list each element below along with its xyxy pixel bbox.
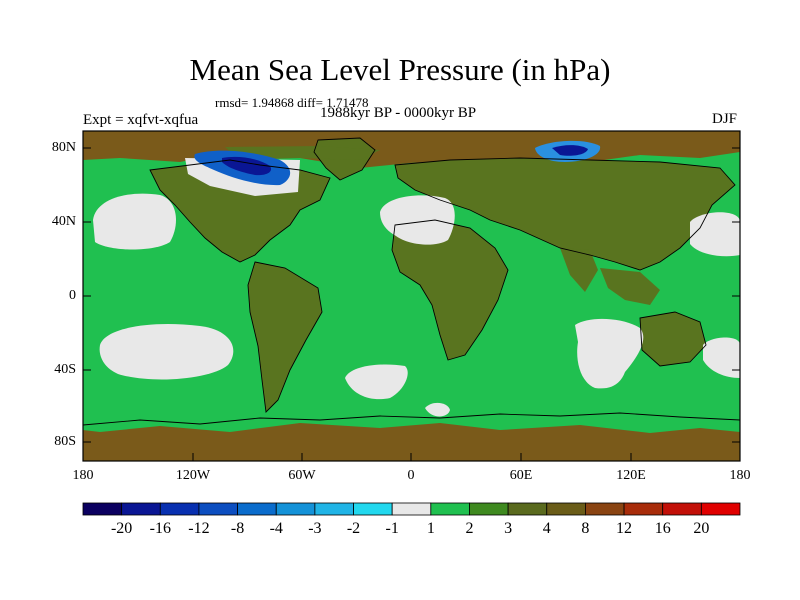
india [560,248,598,292]
colorbar-label: 20 [693,520,710,537]
colorbar-label: 4 [542,520,551,537]
colorbar-swatch [507,502,548,516]
colorbar-label: -3 [308,520,322,537]
coastline-eurasia [394,157,736,271]
colorbar-swatch [198,502,238,516]
southeast-asia [600,268,660,305]
lon-label-180w: 180 [72,468,94,483]
neutral-south-atlantic [345,364,408,400]
colorbar-swatch [237,502,277,516]
coastline-antarctica [83,412,740,426]
colorbar-label: -2 [346,520,361,537]
colorbar-swatch [121,502,161,516]
neutral-east-pacific [703,337,740,378]
colorbar-swatch [546,502,586,516]
colorbar-label: -4 [269,520,283,537]
colorbar [82,502,741,516]
neutral-pressure-regions [93,158,740,417]
antarctic-band [83,423,740,461]
south-america [248,262,322,412]
neutral-europe [380,195,455,245]
map-plot-area [83,131,740,461]
lon-label-120w: 120W [175,468,211,483]
colorbar-swatch [353,502,393,516]
lat-label-0: 0 [69,288,76,303]
lat-label-40s: 40S [54,362,76,377]
low-pressure-anomalies [194,140,601,186]
colorbar-label: 8 [581,520,590,537]
colorbar-label: -8 [230,520,245,537]
season-label: DJF [712,111,738,127]
colorbar-label: -1 [385,520,399,537]
neutral-north-pacific [93,193,176,250]
time-period-text: 1988kyr BP - 0000kyr BP [320,105,477,121]
colorbar-swatch [662,502,702,516]
colorbar-swatch [585,502,625,516]
coastline-greenland [313,137,376,181]
eurasia [395,158,735,270]
coastline-australia [639,311,707,367]
colorbar-swatch [430,502,470,516]
experiment-label: Expt = xqfvt-xqfua [83,112,199,128]
colorbar-label: 3 [504,520,513,537]
australia [640,312,706,366]
coastline-south-america [247,261,323,413]
map-title: Mean Sea Level Pressure (in hPa) [189,52,611,87]
neutral-south-indian [425,402,450,417]
colorbar-swatch [469,502,509,516]
colorbar-swatch [314,502,354,516]
low-canadian-arctic-core [222,156,272,176]
axis-ticks [82,147,741,461]
colorbar-label: -12 [188,520,210,537]
lon-label-180e: 180 [729,468,751,483]
lat-label-40n: 40N [51,214,76,229]
lon-label-60e: 60E [509,468,533,483]
lon-label-120e: 120E [616,468,646,483]
lon-label-60w: 60W [288,468,316,483]
colorbar-swatch [623,502,664,516]
coastlines [83,137,740,426]
colorbar-label: 1 [426,520,435,537]
colorbar-swatch [82,502,123,516]
africa [392,220,508,360]
colorbar-swatch [275,502,316,516]
coastline-africa [391,219,509,361]
neutral-west-pacific [690,212,740,257]
colorbar-label: -20 [110,520,133,537]
neutral-indian-ocean [575,318,644,389]
colorbar-label: 16 [654,520,671,537]
lat-label-80s: 80S [54,434,76,449]
low-siberian-arctic-core [552,145,588,156]
lat-label-80n: 80N [51,140,76,155]
coastline-north-america [149,159,331,263]
colorbar-label: -16 [149,520,171,537]
rmsd-diff-text: rmsd= 1.94868 diff= 1.71478 [215,95,369,110]
colorbar-swatch [391,502,432,516]
colorbar-label: 2 [465,520,474,537]
colorbar-swatch [159,502,200,516]
lon-label-0: 0 [407,468,415,483]
neutral-south-pacific [99,324,234,380]
colorbar-swatch [700,502,741,516]
colorbar-label: 12 [616,520,633,537]
